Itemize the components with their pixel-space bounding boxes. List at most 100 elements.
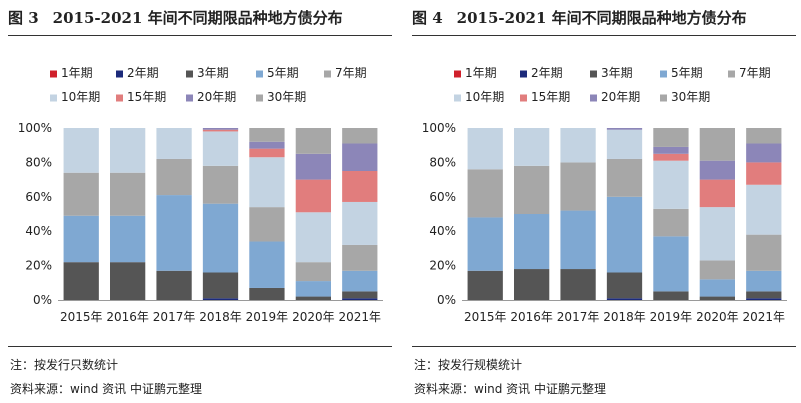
legend-item-10y: 10年期 — [454, 90, 504, 104]
bar-segment-10y — [249, 157, 285, 208]
bar-segment-15y — [342, 171, 378, 202]
chart-source: 资料来源：wind 资讯 中证鹏元整理 — [414, 382, 607, 396]
bar-segment-2y — [746, 298, 782, 300]
bar-segment-10y — [202, 131, 239, 166]
legend-swatch — [50, 94, 57, 102]
legend-label: 5年期 — [267, 66, 299, 80]
bar-segment-20y — [249, 141, 285, 149]
legend-swatch — [454, 70, 461, 78]
x-tick-label: 2021年 — [339, 310, 382, 324]
chart-note: 注：按发行只数统计 — [10, 358, 119, 372]
bar-segment-5y — [110, 215, 146, 263]
legend-swatch — [186, 94, 193, 102]
figure-title: 图 4 2015-2021 年间不同期限品种地方债分布 — [412, 4, 747, 32]
bar-segment-7y — [653, 208, 689, 237]
bar-segment-10y — [342, 201, 378, 245]
bar-segment-7y — [467, 169, 503, 218]
bar-segment-5y — [63, 215, 99, 263]
bar-segment-7y — [560, 162, 596, 211]
bar-segment-3y — [606, 272, 643, 299]
bar-segment-5y — [295, 281, 331, 297]
y-tick-label: 80% — [429, 155, 456, 169]
legend-item-5y: 5年期 — [660, 66, 703, 80]
figure-title-text: 2015-2021 年间不同期限品种地方债分布 — [52, 9, 343, 27]
legend-swatch — [186, 70, 193, 78]
legend-label: 2年期 — [127, 66, 159, 80]
bar-segment-5y — [249, 241, 285, 288]
bar-segment-7y — [249, 207, 285, 242]
legend-item-15y: 15年期 — [116, 90, 166, 104]
legend-item-15y: 15年期 — [520, 90, 570, 104]
figure-title: 图 3 2015-2021 年间不同期限品种地方债分布 — [8, 4, 343, 32]
bar-segment-3y — [202, 272, 239, 299]
bottom-rule — [8, 346, 392, 347]
legend-label: 2年期 — [531, 66, 563, 80]
legend-swatch — [728, 70, 735, 78]
bar-segment-3y — [514, 269, 550, 300]
bar-segment-7y — [63, 172, 99, 216]
legend-label: 10年期 — [61, 90, 100, 104]
bar-segment-3y — [156, 270, 192, 300]
y-tick-label: 20% — [25, 259, 52, 273]
legend-swatch — [256, 94, 263, 102]
legend-swatch — [660, 94, 667, 102]
bar-segment-20y — [606, 128, 643, 130]
bar-segment-3y — [560, 269, 596, 300]
bar-segment-10y — [746, 184, 782, 235]
legend-item-30y: 30年期 — [256, 90, 306, 104]
bar-segment-10y — [156, 128, 192, 159]
bar-segment-2y — [342, 298, 378, 300]
bar-segment-20y — [342, 143, 378, 171]
bar-segment-7y — [342, 244, 378, 271]
stacked-bar-chart: 1年期 2年期 3年期 5年期 7年期 10年期 15年期 20年期 30年期 0% 20% 40% 6… — [422, 66, 787, 324]
top-rule — [8, 35, 392, 36]
bar-segment-20y — [202, 128, 239, 130]
chart-panel-right: 图 4 2015-2021 年间不同期限品种地方债分布 1年期 2年期 3年期 5年期 7… — [412, 0, 796, 403]
bar-segment-7y — [202, 165, 239, 204]
legend-label: 5年期 — [671, 66, 703, 80]
bar-segment-10y — [110, 128, 146, 173]
top-rule — [412, 35, 796, 36]
stacked-bar-chart: 1年期 2年期 3年期 5年期 7年期 10年期 15年期 20年期 30年期 0% 20% 40% 6… — [18, 66, 383, 324]
bar-segment-3y — [63, 262, 99, 300]
y-tick-label: 0% — [33, 293, 52, 307]
bar-segment-7y — [699, 260, 735, 280]
legend-label: 10年期 — [465, 90, 504, 104]
bar-segment-30y — [746, 128, 782, 144]
bar-segment-10y — [560, 128, 596, 163]
bar-segment-3y — [467, 270, 503, 300]
legend-label: 1年期 — [465, 66, 497, 80]
legend-swatch — [660, 70, 667, 78]
x-tick-label: 2018年 — [199, 310, 242, 324]
x-tick-label: 2019年 — [650, 310, 693, 324]
legend-swatch — [256, 70, 263, 78]
legend-swatch — [520, 94, 527, 102]
legend-label: 20年期 — [601, 90, 640, 104]
legend-item-1y: 1年期 — [50, 66, 93, 80]
legend-swatch — [324, 70, 331, 78]
bar-segment-3y — [342, 291, 378, 299]
bar-segment-30y — [342, 128, 378, 144]
legend-label: 30年期 — [267, 90, 306, 104]
bar-segment-5y — [342, 270, 378, 292]
bottom-rule — [412, 346, 796, 347]
bar-segment-15y — [653, 153, 689, 161]
y-tick-label: 100% — [422, 121, 456, 135]
legend-swatch — [590, 70, 597, 78]
bar-segment-5y — [560, 210, 596, 270]
y-tick-label: 60% — [429, 190, 456, 204]
bar-segment-7y — [295, 262, 331, 282]
x-tick-label: 2017年 — [153, 310, 196, 324]
bar-segment-30y — [653, 128, 689, 147]
y-tick-label: 100% — [18, 121, 52, 135]
bar-segment-10y — [63, 128, 99, 173]
bar-segment-20y — [746, 143, 782, 163]
bar-segment-15y — [295, 179, 331, 213]
bar-segment-20y — [295, 153, 331, 180]
legend-label: 15年期 — [127, 90, 166, 104]
figure-number: 图 4 — [412, 9, 443, 27]
legend-item-3y: 3年期 — [590, 66, 633, 80]
legend-item-3y: 3年期 — [186, 66, 229, 80]
legend-item-5y: 5年期 — [256, 66, 299, 80]
bar-segment-5y — [156, 195, 192, 271]
